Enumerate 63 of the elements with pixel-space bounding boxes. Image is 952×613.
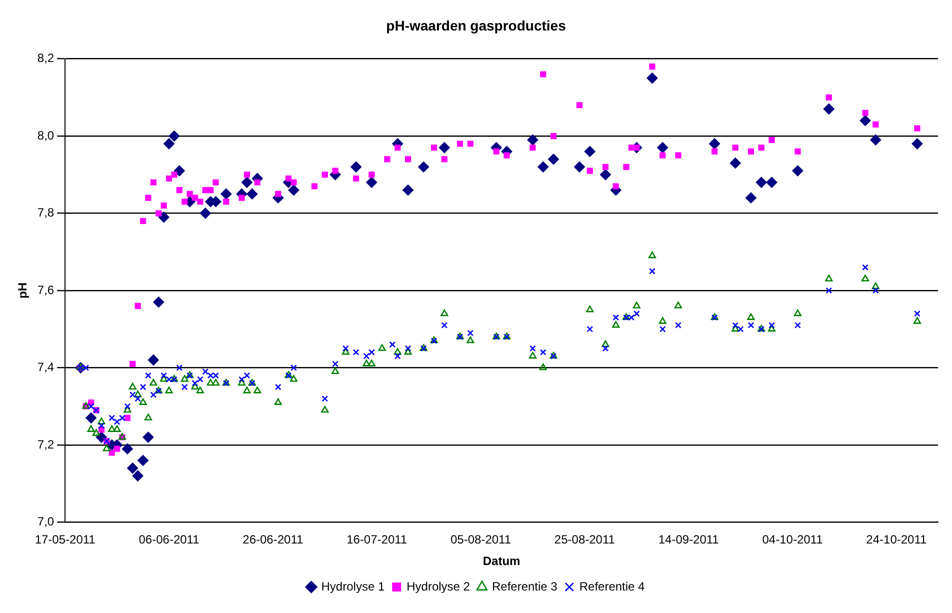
x-tick-label: 24-10-2011 [866,532,927,547]
y-tick-label: 7,8 [37,206,54,220]
point [220,188,232,200]
point [142,432,154,443]
legend-label: Referentie 4 [579,579,646,594]
point [200,208,211,219]
y-tick-label: 7,6 [37,282,54,297]
x-tick-label: 25-08-2011 [554,532,616,547]
point [766,176,778,188]
legend-label: Hydrolyse 2 [406,579,470,594]
x-axis-title: Datum [482,554,520,568]
point [127,462,138,474]
point [438,142,450,154]
point [730,158,741,169]
x-tick-label: 17-05-2011 [34,532,96,547]
point [350,161,362,172]
legend-label: Hydrolyse 1 [321,579,385,594]
point [756,176,767,188]
point [288,184,300,196]
point [158,212,170,223]
x-tick-label: 16-07-2011 [346,532,408,547]
point [122,443,133,454]
point [709,138,720,150]
point [870,134,882,146]
point [584,146,596,157]
point [418,161,430,172]
legend-label: Referentie 3 [492,579,558,594]
point [527,134,538,146]
point [168,130,180,142]
x-tick-label: 06-06-2011 [138,532,200,547]
point [860,115,871,126]
point [574,161,585,172]
y-tick-label: 7,4 [37,360,54,374]
point [241,176,252,188]
x-tick-label: 14-09-2011 [658,532,720,547]
point [548,154,559,165]
point [86,412,97,424]
point [823,104,834,114]
y-tick-label: 7,0 [37,514,54,529]
x-tick-label: 05-08-2011 [450,532,512,547]
chart-title: pH-waarden gasproducties [386,17,566,34]
x-tick-label: 04-10-2011 [762,532,824,547]
point [148,354,159,366]
y-axis-title: pH [16,282,30,298]
point [366,176,378,188]
point [132,470,144,482]
point [657,142,668,154]
point [246,188,258,200]
point [912,138,923,150]
y-tick-label: 7,2 [37,437,54,452]
point [646,72,658,84]
point [745,192,756,204]
point [138,454,149,466]
point [538,161,549,172]
point [153,296,164,308]
y-tick-label: 8,0 [37,128,54,142]
point [792,165,804,176]
point [402,184,414,196]
y-tick-label: 8,2 [37,51,54,66]
x-tick-label: 26-06-2011 [242,532,304,547]
point [164,138,174,150]
point [600,169,611,180]
point [174,165,185,176]
